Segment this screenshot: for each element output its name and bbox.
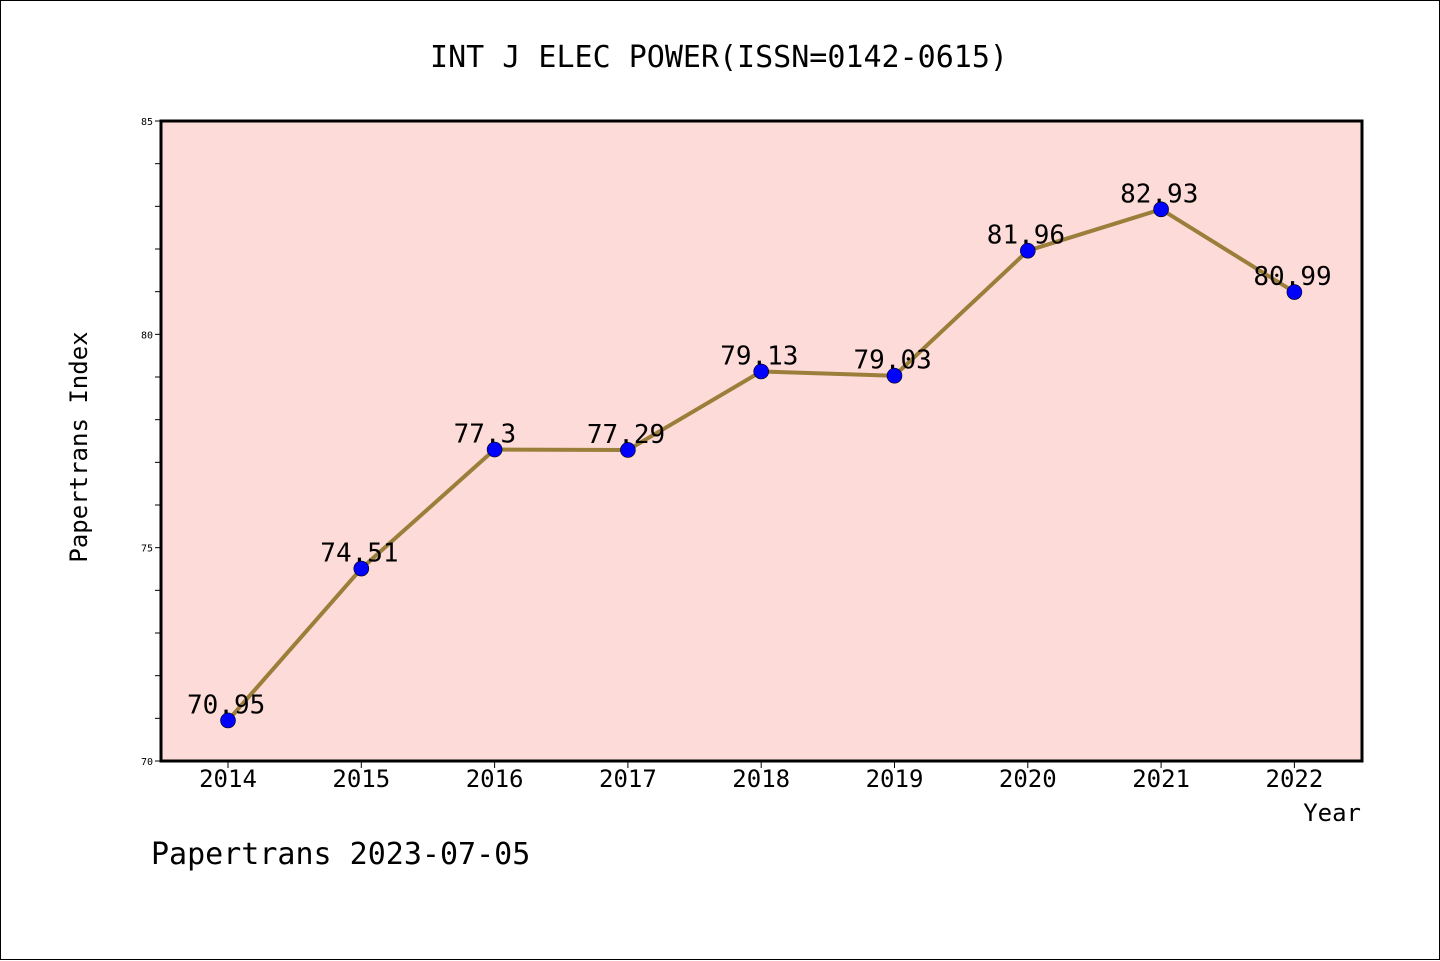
x-axis: 2014 2015 2016 2017 2018 2019 2020 2021 2022 (199, 761, 1323, 793)
data-label-2019: 79.03 (854, 346, 932, 376)
data-point-2015 (353, 560, 370, 577)
footer-text: Papertrans 2023-07-05 (151, 837, 530, 872)
y-tick-label: 85 (141, 117, 153, 128)
data-label-2021: 82.93 (1120, 179, 1198, 209)
y-tick-label: 75 (141, 544, 153, 555)
data-label-2017: 77.29 (587, 420, 665, 450)
data-label-2015: 74.51 (320, 539, 398, 569)
x-tick-label: 2018 (732, 765, 790, 793)
y-axis: 70 75 80 85 (141, 117, 161, 768)
data-point-2022 (1286, 284, 1303, 300)
data-point-2021 (1153, 201, 1169, 218)
x-tick-label: 2021 (1132, 765, 1190, 793)
x-tick-label: 2022 (1266, 765, 1324, 793)
y-tick-label: 70 (141, 757, 153, 768)
data-point-2014 (220, 712, 236, 729)
data-point-2019 (886, 367, 903, 384)
x-tick-label: 2019 (866, 765, 924, 793)
y-axis-label: Papertrans Index (65, 331, 93, 562)
x-tick-label: 2017 (599, 765, 657, 793)
x-tick-label: 2015 (332, 765, 390, 793)
x-tick-label: 2016 (466, 765, 524, 793)
plot-area (159, 119, 1364, 763)
data-label-2016: 77.3 (454, 420, 517, 450)
data-point-2016 (486, 441, 503, 458)
chart-title: INT J ELEC POWER(ISSN=0142-0615) (430, 40, 1008, 75)
data-label-2020: 81.96 (987, 221, 1065, 251)
x-tick-label: 2014 (199, 765, 257, 793)
data-label-2022: 80.99 (1253, 262, 1331, 292)
data-point-2018 (753, 363, 770, 380)
data-point-2017 (620, 442, 636, 458)
x-axis-label: Year (1303, 799, 1361, 827)
data-label-2014: 70.95 (187, 690, 265, 720)
y-tick-label: 80 (141, 330, 153, 341)
data-label-2018: 79.13 (720, 341, 798, 371)
x-tick-label: 2020 (999, 765, 1057, 793)
series-layer: 70.95 74.51 77.3 77.29 79.13 79.03 81.96 82.93 8… (187, 179, 1332, 729)
data-point-2020 (1020, 242, 1036, 259)
